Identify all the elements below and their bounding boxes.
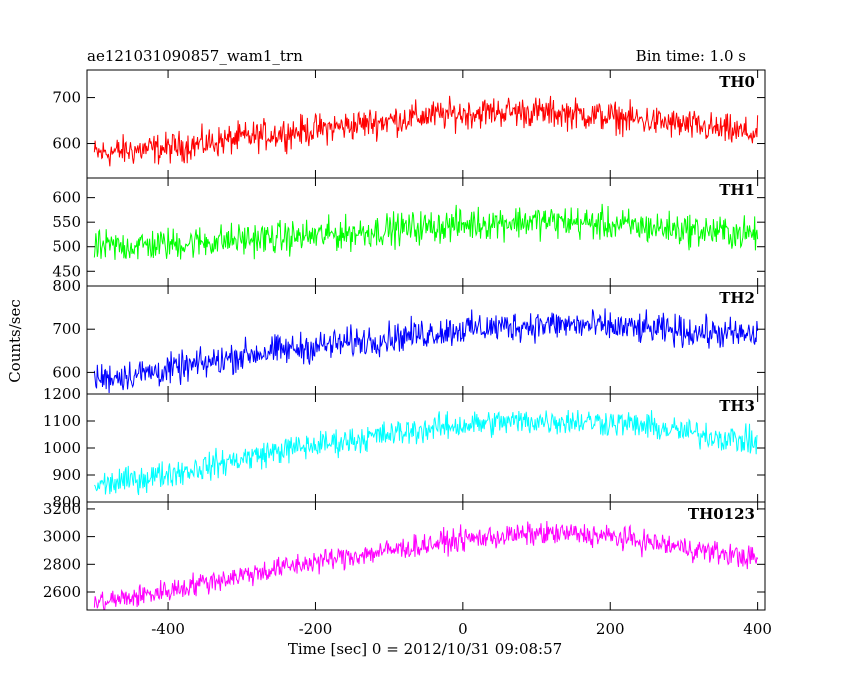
panel-label-th2: TH2 — [719, 289, 755, 307]
y-tick-label-th1: 500 — [52, 238, 81, 256]
panel-label-th3: TH3 — [719, 397, 755, 415]
y-tick-label-th0123: 2800 — [43, 555, 81, 573]
y-tick-label-th1: 550 — [52, 213, 81, 231]
series-line-th2 — [93, 308, 759, 393]
x-tick-label: -400 — [151, 620, 185, 638]
y-tick-label-th2: 700 — [52, 320, 81, 338]
series-line-th0123 — [93, 521, 759, 610]
y-tick-label-th0123: 2600 — [43, 583, 81, 601]
y-tick-label-th1: 600 — [52, 189, 81, 207]
panel-label-th1: TH1 — [719, 181, 755, 199]
x-tick-label: 400 — [743, 620, 772, 638]
panel-frame-th2 — [86, 285, 766, 395]
y-axis-label: Counts/sec — [6, 299, 24, 383]
y-tick-label-th0123: 3200 — [43, 500, 81, 518]
x-tick-label: -200 — [299, 620, 333, 638]
y-tick-label-th0123: 3000 — [43, 528, 81, 546]
y-tick-label-th3: 1000 — [43, 439, 81, 457]
chart-title: ae121031090857_wam1_trn — [87, 47, 303, 65]
x-tick-label: 0 — [458, 620, 468, 638]
y-tick-label-th1: 450 — [52, 262, 81, 280]
panel-label-th0123: TH0123 — [688, 505, 755, 523]
y-tick-label-th2: 800 — [52, 277, 81, 295]
panel-frame-th3 — [86, 393, 766, 503]
x-axis-label: Time [sec] 0 = 2012/10/31 09:08:57 — [288, 640, 562, 658]
y-tick-label-th3: 800 — [52, 493, 81, 511]
y-tick-label-th3: 1100 — [43, 412, 81, 430]
bin-time-label: Bin time: 1.0 s — [636, 47, 746, 65]
y-tick-label-th3: 900 — [52, 466, 81, 484]
x-tick-label: 200 — [596, 620, 625, 638]
y-tick-label-th3: 1200 — [43, 385, 81, 403]
panel-frame-th0123 — [86, 501, 766, 611]
y-tick-label-th2: 600 — [52, 363, 81, 381]
series-line-th3 — [94, 409, 758, 496]
panel-label-th0: TH0 — [719, 73, 755, 91]
panels-group: 600 700 TH0 450 500 550 600 TH1 600 700 800 TH2 800 9… — [43, 69, 772, 638]
y-tick-label-th0: 700 — [52, 89, 81, 107]
series-line-th1 — [93, 203, 759, 260]
y-tick-label-th0: 600 — [52, 135, 81, 153]
series-line-th0 — [93, 95, 759, 167]
